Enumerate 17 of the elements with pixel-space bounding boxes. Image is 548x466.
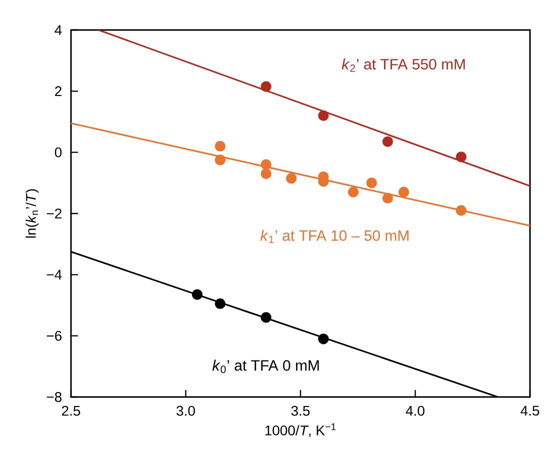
- y-axis-title: ln(k$_{n}$’/T): [26, 189, 39, 238]
- y-tick-label: −8: [46, 392, 62, 402]
- x-axis-title: 1000/T, K$^{−1}$: [265, 423, 336, 438]
- y-tick-label: 0: [54, 147, 62, 158]
- y-tick-label: −6: [46, 330, 62, 341]
- y-tick-label: −2: [46, 208, 62, 218]
- text: k$_{1}$’ at TFA 10 – 50 mM: [260, 230, 408, 244]
- series-label: k$_{0}$’ at TFA 0 mM: [212, 360, 319, 374]
- x-tick-label: 4.0: [406, 406, 424, 416]
- y-tick-label: 2: [55, 86, 62, 96]
- y-tick-label: −4: [46, 270, 62, 280]
- x-tick-label: 4.5: [520, 406, 540, 416]
- x-tick-label: 3.5: [291, 406, 310, 416]
- y-tick-label: 4: [54, 25, 62, 35]
- x-tick-label: 3.0: [176, 406, 195, 416]
- text: k$_{2}$’ at TFA 550 mM: [342, 58, 465, 72]
- x-tick-label: 2.5: [62, 406, 80, 416]
